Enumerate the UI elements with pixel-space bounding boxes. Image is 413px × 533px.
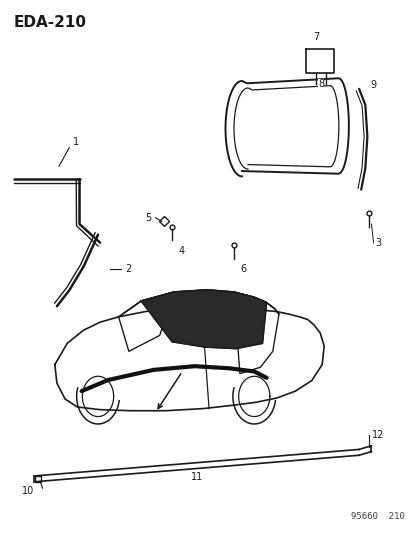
Text: 9: 9 (370, 80, 376, 90)
Text: 8: 8 (318, 78, 324, 88)
Text: 3: 3 (375, 238, 381, 248)
Text: 11: 11 (190, 472, 202, 482)
Polygon shape (141, 290, 266, 349)
Text: EDA-210: EDA-210 (14, 14, 86, 30)
Text: 2: 2 (124, 264, 131, 274)
Text: 1: 1 (72, 138, 78, 148)
Text: 5: 5 (145, 213, 151, 223)
Text: 95660  210: 95660 210 (350, 512, 404, 521)
Text: 7: 7 (312, 33, 318, 43)
Text: 10: 10 (22, 486, 34, 496)
Text: 6: 6 (239, 264, 245, 274)
Text: 12: 12 (370, 430, 383, 440)
Text: 4: 4 (178, 246, 184, 256)
